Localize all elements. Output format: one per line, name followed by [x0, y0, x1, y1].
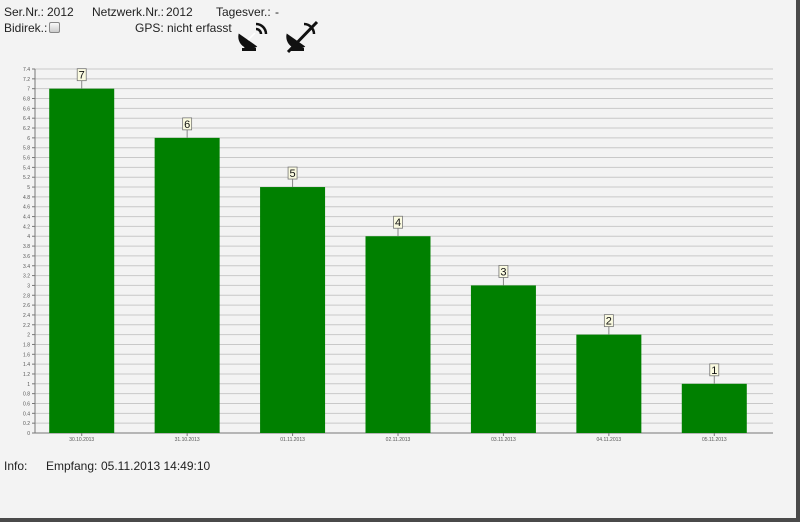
y-tick-label: 1.6 [23, 352, 30, 358]
y-tick-label: 1.4 [23, 362, 30, 368]
empfang-value: 05.11.2013 14:49:10 [101, 459, 211, 473]
data-label: 3 [500, 266, 506, 278]
y-tick-label: 2 [27, 333, 30, 339]
bar [154, 137, 220, 433]
y-tick-label: 4.6 [23, 205, 30, 211]
ser-nr-value: 2012 [47, 5, 74, 19]
y-tick-label: 5.6 [23, 156, 30, 162]
info-label: Info: [4, 459, 28, 473]
x-tick-label: 31.10.2013 [175, 437, 200, 443]
y-tick-label: 2.8 [23, 293, 30, 299]
y-tick-label: 5 [27, 185, 30, 191]
bidirek-checkbox[interactable] [49, 22, 60, 33]
y-tick-label: 1 [27, 382, 30, 388]
tagesver-value: - [275, 5, 279, 19]
y-tick-label: 2.6 [23, 303, 30, 309]
x-tick-label: 04.11.2013 [597, 437, 622, 443]
bar-chart: 0 0.2 0.4 0.6 0.8 1 1.2 1.4 1.6 1.8 2 2.2 2.4 2.6 2.8 3… [23, 67, 773, 443]
y-tick-label: 5.4 [23, 165, 30, 171]
y-tick-label: 4.8 [23, 195, 30, 201]
y-tick-label: 7.4 [23, 67, 30, 73]
tagesver-label: Tagesver.: [216, 5, 271, 19]
y-tick-label: 6.2 [23, 126, 30, 132]
bar [470, 285, 536, 433]
ser-nr-label: Ser.Nr.: [4, 5, 45, 19]
bar [260, 187, 326, 433]
data-label: 6 [184, 119, 190, 131]
y-tick-label: 0.8 [23, 392, 30, 398]
data-label: 2 [606, 316, 612, 328]
data-label-box [498, 265, 509, 278]
y-tick-label: 0 [27, 431, 30, 437]
y-tick-label: 5.2 [23, 175, 30, 181]
y-tick-label: 0.2 [23, 421, 30, 427]
data-label: 7 [79, 70, 85, 82]
bar [576, 334, 642, 433]
gps-label: GPS: [135, 21, 164, 35]
x-tick-label: 30.10.2013 [69, 437, 94, 443]
y-tick-label: 6.8 [23, 97, 30, 103]
y-tick-label: 0.4 [23, 411, 30, 417]
y-tick-label: 3 [27, 283, 30, 289]
y-tick-label: 7 [27, 87, 30, 93]
gps-value: nicht erfasst [167, 21, 232, 35]
y-tick-label: 0.6 [23, 401, 30, 407]
y-tick-label: 7.2 [23, 77, 30, 83]
data-label: 5 [290, 168, 296, 180]
x-tick-label: 01.11.2013 [280, 437, 305, 443]
y-tick-label: 2.4 [23, 313, 30, 319]
bidirek-label: Bidirek.: [4, 21, 48, 35]
x-tick-label: 05.11.2013 [702, 437, 727, 443]
data-label-box [76, 68, 87, 82]
y-tick-label: 2.2 [23, 323, 30, 329]
bar [49, 88, 115, 434]
y-tick-label: 3.4 [23, 264, 30, 270]
data-label-box [603, 314, 614, 328]
y-tick-label: 3.2 [23, 274, 30, 280]
data-label: 4 [395, 217, 401, 229]
bar [681, 383, 747, 433]
netzwerk-nr-label: Netzwerk.Nr.: [92, 5, 165, 19]
y-tick-label: 3.6 [23, 254, 30, 260]
data-label-box [182, 117, 193, 131]
empfang-label: Empfang: [46, 459, 98, 473]
data-label: 1 [711, 365, 717, 377]
y-tick-label: 4.2 [23, 224, 30, 230]
satellite-dish-disabled-icon[interactable] [284, 18, 320, 54]
y-tick-label: 6.6 [23, 106, 30, 112]
data-label-box [709, 363, 720, 377]
bar [365, 236, 431, 433]
y-tick-label: 5.8 [23, 146, 30, 152]
satellite-dish-icon[interactable] [236, 18, 272, 54]
data-label-box [287, 166, 298, 180]
y-tick-label: 4 [27, 234, 30, 240]
y-tick-label: 1.8 [23, 342, 30, 348]
y-tick-label: 6.4 [23, 116, 30, 122]
y-tick-label: 1.2 [23, 372, 30, 378]
x-tick-label: 03.11.2013 [491, 437, 516, 443]
data-label-box [393, 215, 403, 229]
netzwerk-nr-value: 2012 [166, 5, 193, 19]
y-tick-label: 4.4 [23, 215, 30, 221]
y-tick-label: 6 [27, 136, 30, 142]
y-tick-label: 3.8 [23, 244, 30, 250]
x-tick-label: 02.11.2013 [386, 437, 411, 443]
